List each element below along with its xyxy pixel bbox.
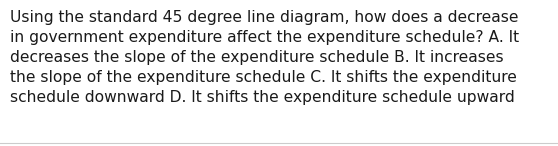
Text: Using the standard 45 degree line diagram, how does a decrease
in government exp: Using the standard 45 degree line diagra… [10, 10, 519, 105]
